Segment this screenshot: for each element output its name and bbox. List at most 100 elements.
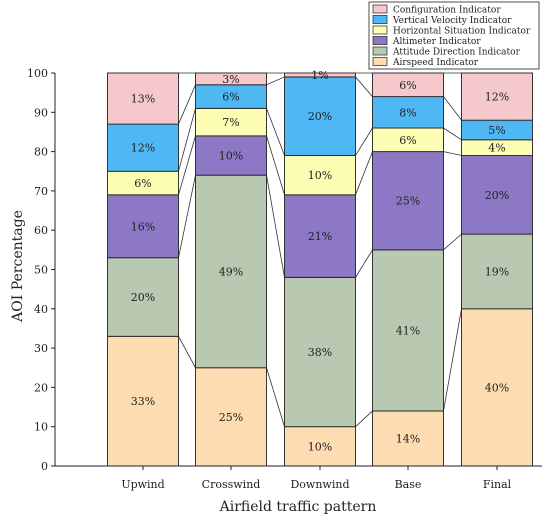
segment-value-label: 7% [222, 116, 239, 129]
axes [51, 72, 542, 470]
connector-line [443, 233, 462, 251]
bar-segment [372, 151, 444, 251]
connector-line [266, 76, 285, 86]
y-axis-title: AOI Percentage [10, 210, 26, 323]
connector-line [443, 308, 462, 412]
connector-line [266, 135, 285, 195]
segment-labels: 33% 25% 10% 14% 40% 20% 49% 38% 41% 19% 16% 10% 21% 2… [131, 69, 509, 453]
segment-value-label: 40% [485, 381, 509, 394]
connector-line [178, 135, 196, 195]
segment-value-label: 6% [222, 91, 239, 104]
bar-segment [107, 194, 179, 259]
connector-line [355, 76, 373, 97]
bar-segment [284, 76, 356, 156]
bar-segment [107, 335, 179, 467]
bar-segment [195, 107, 267, 137]
connector-line [266, 175, 285, 278]
connector-line [443, 127, 462, 141]
x-axis-title: Airfield traffic pattern [219, 499, 377, 515]
legend-swatch [372, 46, 388, 56]
bar-segment [461, 308, 533, 467]
x-category-labels: Upwind Crosswind Downwind Base Final [121, 478, 511, 491]
bar-segment [284, 194, 356, 278]
legend-label: Vertical Velocity Indicator [392, 16, 512, 26]
bar-segment [284, 155, 356, 196]
bar-segments [107, 72, 533, 467]
segment-value-label: 20% [131, 291, 155, 304]
y-tick-labels: 0 10 20 30 40 50 60 70 80 90 100 [27, 67, 48, 473]
bar-segment [372, 96, 444, 129]
segment-value-label: 33% [131, 395, 155, 408]
connector-line [355, 151, 373, 195]
y-tick-label: 80 [34, 146, 48, 159]
bar-segment [461, 233, 533, 310]
segment-value-label: 13% [131, 93, 155, 106]
legend-label: Horizontal Situation Indicator [393, 27, 531, 37]
segment-value-label: 41% [396, 324, 420, 337]
connector-line [178, 175, 196, 258]
y-tick-label: 50 [34, 264, 48, 277]
segment-value-label: 12% [485, 91, 509, 104]
bar-segment [372, 249, 444, 412]
segment-value-label: 6% [399, 79, 416, 92]
segment-value-label: 3% [222, 73, 239, 86]
connector-line [178, 336, 196, 368]
legend-swatch [372, 36, 388, 45]
segment-value-label: 14% [396, 432, 420, 445]
legend-label: Configuration Indicator [393, 6, 501, 16]
bar-segment [372, 72, 444, 98]
legend-label: Airspeed Indicator [392, 58, 479, 68]
connector-line [178, 84, 196, 125]
bar-segment [284, 276, 356, 428]
x-category-label: Downwind [290, 478, 349, 491]
segment-value-label: 16% [131, 220, 155, 233]
legend-label: Attitude Direction Indicator [392, 48, 521, 58]
y-tick-label: 90 [34, 106, 48, 119]
bar-segment [107, 72, 179, 125]
segment-value-label: 6% [134, 177, 151, 190]
bar-segment [195, 72, 267, 86]
bar-segment [284, 72, 356, 78]
y-tick-label: 10 [34, 421, 48, 434]
segment-value-label: 25% [219, 411, 243, 424]
connector-line [266, 367, 285, 427]
segment-value-label: 8% [399, 106, 416, 119]
segment-value-label: 1% [311, 69, 328, 82]
y-tick-label: 70 [34, 185, 48, 198]
connector-line [443, 96, 462, 121]
y-tick-label: 60 [34, 224, 48, 237]
connector-line [355, 127, 373, 156]
bar-segment [107, 257, 179, 337]
segment-value-label: 49% [219, 265, 243, 278]
segment-value-label: 6% [399, 134, 416, 147]
x-category-label: Crosswind [202, 478, 261, 491]
segment-value-label: 10% [308, 169, 332, 182]
legend-swatch [372, 25, 388, 35]
legend-swatch [372, 4, 388, 14]
segment-value-label: 19% [485, 265, 509, 278]
segment-value-label: 21% [308, 230, 332, 243]
legend-label: Altimeter Indicator [392, 37, 481, 47]
segment-value-label: 20% [308, 110, 332, 123]
segment-value-label: 12% [131, 142, 155, 155]
segment-value-label: 10% [308, 440, 332, 453]
y-tick-label: 20 [34, 381, 48, 394]
segment-value-label: 38% [308, 346, 332, 359]
bar-segment [461, 72, 533, 121]
x-category-label: Base [395, 478, 422, 491]
y-tick-label: 40 [34, 303, 48, 316]
y-tick-label: 0 [41, 460, 48, 473]
segment-value-label: 4% [488, 142, 505, 155]
bar-segment [107, 123, 179, 172]
connector-line [355, 249, 373, 278]
legend-swatch [372, 57, 388, 66]
bar-segment [461, 155, 533, 235]
connector-lines [178, 72, 462, 467]
connector-line [443, 151, 462, 156]
segment-value-label: 5% [488, 124, 505, 137]
legend-box [368, 1, 540, 70]
legend-swatch [372, 15, 388, 24]
